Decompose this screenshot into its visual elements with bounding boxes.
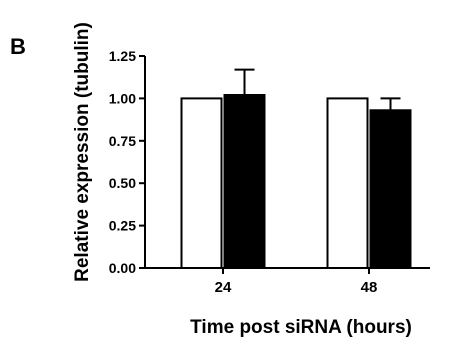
x-tick-label: 48	[361, 279, 378, 296]
y-tick-label: 0.75	[109, 133, 136, 149]
y-tick-label: 0.50	[109, 175, 136, 191]
y-tick-label: 1.00	[109, 90, 136, 106]
bar-48-1	[326, 97, 369, 270]
bars	[180, 94, 412, 270]
bar-48-2	[369, 109, 412, 269]
bar-24-2	[223, 94, 266, 270]
x-tick-label: 24	[215, 279, 232, 296]
y-axis-title: Relative expression (tubulin)	[72, 22, 93, 282]
y-tick-label: 1.25	[109, 48, 136, 64]
panel-label: B	[10, 34, 26, 59]
y-tick-label: 0.00	[109, 260, 136, 276]
y-tick-label: 0.25	[109, 218, 136, 234]
error-bars	[234, 68, 401, 111]
x-axis-title: Time post siRNA (hours)	[190, 317, 412, 338]
bar-24-1	[180, 97, 223, 270]
y-axis: 0.00 0.25 0.50 0.75 1.00 1.25	[109, 48, 146, 276]
x-axis: 24 48	[145, 267, 430, 296]
